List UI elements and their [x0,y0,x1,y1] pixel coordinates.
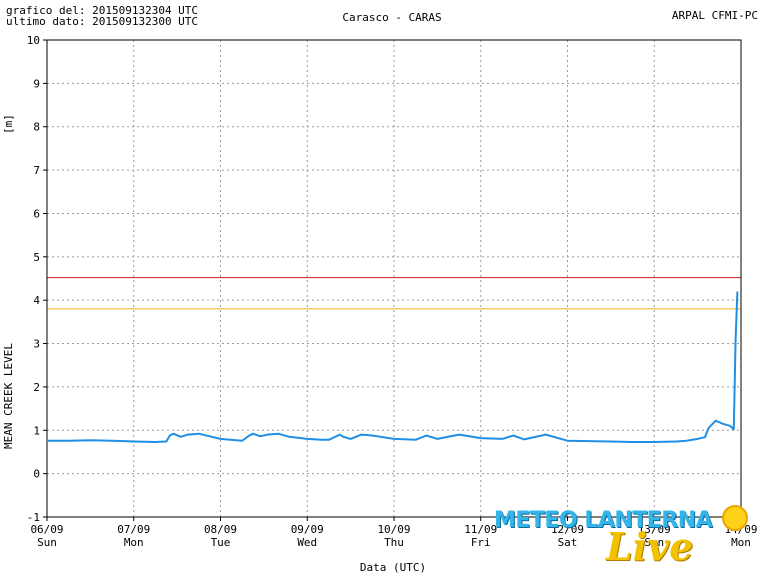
chart-station-title: Carasco - CARAS [342,11,442,24]
x-axis: 06/09Sun07/09Mon08/09Tue09/09Wed10/09Thu… [30,517,758,549]
meteo-lanterna-logo: METEO LANTERNA Live [494,504,764,576]
series-line [47,291,739,443]
y-tick-label: 8 [33,121,40,134]
x-tick-date: 07/09 [117,523,150,536]
y-tick-label: 3 [33,338,40,351]
x-tick-date: 13/09 [638,523,671,536]
sun-icon [722,505,748,531]
x-tick-date: 12/09 [551,523,584,536]
y-tick-label: 5 [33,251,40,264]
y-axis-label: MEAN CREEK LEVEL [2,343,15,449]
thresholds [47,277,741,310]
x-tick-date: 08/09 [204,523,237,536]
grid [47,40,741,517]
chart-source: ARPAL CFMI-PC [671,9,758,22]
y-tick-label: 6 [33,207,40,220]
x-tick-day: Thu [384,536,404,549]
y-axis-unit: [m] [2,114,15,134]
y-tick-label: 0 [33,468,40,481]
x-tick-date: 09/09 [291,523,324,536]
logo-main-text: METEO LANTERNA [494,508,713,533]
x-tick-date: 10/09 [377,523,410,536]
y-tick-label: 10 [27,34,40,47]
y-tick-label: 4 [33,294,40,307]
header-ultimo-dato: ultimo dato: 201509132300 UTC [6,15,199,28]
y-axis: -1 0 1 2 3 4 5 6 7 8 9 10 [27,34,47,524]
x-axis-label: Data (UTC) [360,561,426,574]
x-tick-day: Sun [37,536,57,549]
x-tick-day: Tue [211,536,231,549]
logo-sub-text: Live [606,524,694,569]
x-tick-day: Sun [644,536,664,549]
x-tick-day: Mon [731,536,751,549]
x-tick-date: 06/09 [30,523,63,536]
header-grafico-del: grafico del: 201509132304 UTC [6,4,199,17]
x-tick-day: Mon [124,536,144,549]
x-tick-day: Wed [297,536,317,549]
x-tick-day: Sat [558,536,578,549]
header-info: grafico del: 201509132304 UTC ultimo dat… [6,5,198,27]
x-tick-day: Fri [471,536,491,549]
y-tick-label: 2 [33,381,40,394]
y-tick-label: 7 [33,164,40,177]
x-tick-date: 11/09 [464,523,497,536]
series [47,291,739,443]
y-tick-label: 9 [33,77,40,90]
y-tick-label: 1 [33,424,40,437]
y-tick-label: -1 [27,511,40,524]
